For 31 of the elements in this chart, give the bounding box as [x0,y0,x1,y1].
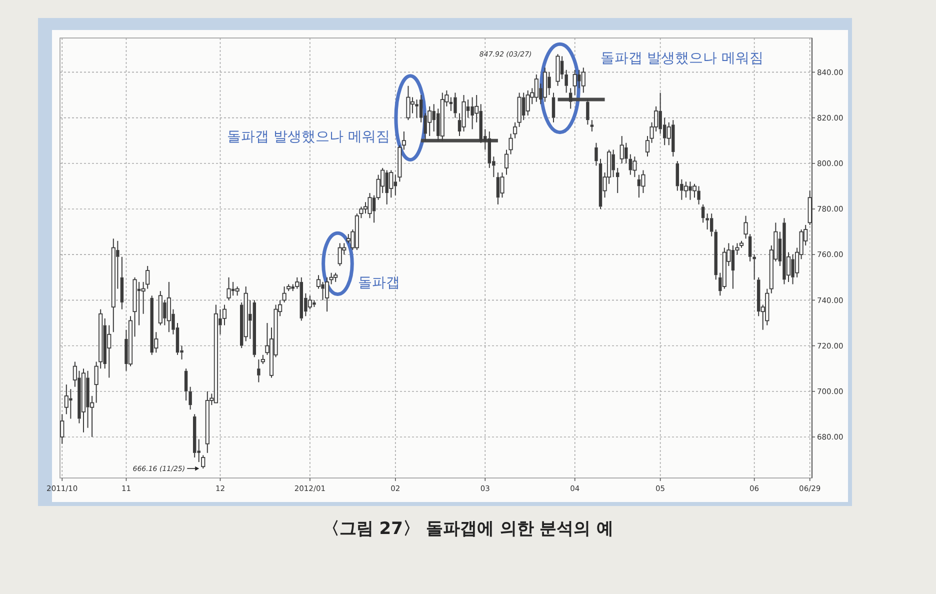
candlestick [641,170,646,194]
annotation: 돌파갭 [358,275,400,292]
text: 〈그림 27〉 돌파갭에 의한 분석의 예 [322,519,614,539]
annotation: 돌파갭 발생했으나 메워짐 [600,50,764,66]
candlestick [616,167,620,194]
candlestick [590,120,594,132]
candlestick [594,142,598,166]
candlestick [111,238,116,333]
candlestick [676,160,680,192]
candlestick [257,358,260,383]
candlestick [205,390,210,454]
candlestick [454,92,457,118]
candlestick [222,304,227,326]
candlestick [60,414,64,444]
candlestick [568,88,572,110]
candlestick [488,130,492,168]
candlestick [586,99,590,126]
candlestick [120,256,124,310]
candlestick [188,386,192,410]
annotation: 돌파갭 발생했으나 메워짐 [227,128,390,145]
candlestick [752,254,756,280]
candlestick [184,368,188,401]
candlestick [552,92,556,123]
candlestick [628,154,632,176]
candlestick [107,324,112,378]
candlestick [710,213,714,237]
candlestick [192,414,196,458]
candlestick [714,229,718,280]
candlestick [166,281,172,333]
candlestick [564,69,568,94]
candlestick [706,213,709,230]
